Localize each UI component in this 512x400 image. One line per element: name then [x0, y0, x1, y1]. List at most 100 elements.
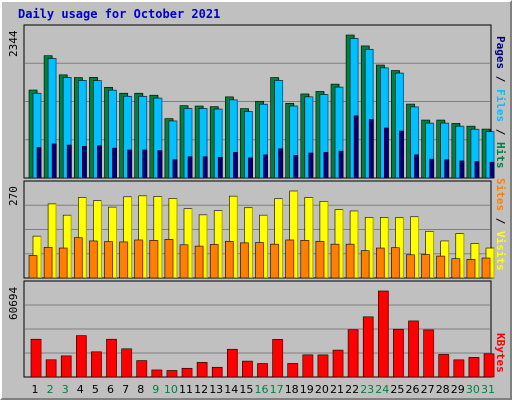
bar-kbytes-day-8: [136, 360, 147, 378]
bar-sites-day-2: [43, 247, 53, 279]
bar-sites-day-5: [89, 240, 98, 279]
bar-sites-day-3: [58, 247, 68, 279]
bar-sites-day-17: [270, 243, 279, 279]
legend-separator: /: [494, 122, 507, 142]
bar-pages-day-17: [278, 148, 283, 179]
bar-pages-day-25: [399, 130, 404, 179]
bar-sites-day-15: [240, 242, 249, 279]
bar-sites-day-18: [285, 239, 295, 279]
bar-sites-day-21: [330, 243, 340, 279]
bar-sites-day-19: [300, 240, 310, 279]
bar-pages-day-26: [414, 154, 419, 179]
x-tick-day-14: 14: [224, 383, 239, 396]
x-tick-day-21: 21: [330, 383, 344, 396]
bar-kbytes-day-11: [181, 367, 193, 378]
bar-sites-day-16: [255, 242, 264, 279]
bar-kbytes-day-23: [362, 316, 374, 378]
x-tick-day-15: 15: [239, 383, 254, 396]
bar-pages-day-23: [368, 119, 374, 179]
x-tick-day-1: 1: [31, 383, 39, 396]
bar-pages-day-19: [308, 152, 314, 179]
bar-pages-day-24: [383, 127, 389, 179]
bar-sites-day-4: [74, 237, 83, 279]
bar-sites-day-12: [194, 245, 204, 279]
x-tick-day-9: 9: [152, 383, 160, 396]
bar-sites-day-30: [466, 259, 476, 279]
bar-kbytes-day-6: [106, 338, 117, 378]
x-tick-day-19: 19: [299, 383, 314, 396]
bar-pages-day-28: [444, 159, 450, 179]
bar-pages-day-16: [263, 154, 268, 179]
bar-kbytes-day-31: [483, 353, 495, 378]
bar-sites-day-29: [451, 258, 461, 279]
legend-separator: /: [494, 69, 507, 89]
x-tick-day-27: 27: [420, 383, 435, 396]
bar-kbytes-day-3: [60, 355, 72, 378]
x-tick-day-4: 4: [76, 383, 84, 396]
bar-sites-day-13: [209, 244, 219, 279]
x-tick-day-17: 17: [269, 383, 284, 396]
bar-kbytes-day-17: [272, 339, 283, 378]
x-tick-day-2: 2: [46, 383, 54, 396]
x-tick-day-11: 11: [179, 383, 193, 396]
bar-pages-day-20: [323, 152, 329, 179]
bar-kbytes-day-21: [332, 349, 344, 378]
bar-pages-day-18: [293, 155, 299, 179]
x-tick-day-20: 20: [314, 383, 329, 396]
bar-sites-day-25: [391, 247, 400, 279]
bar-pages-day-11: [187, 156, 193, 179]
x-tick-day-18: 18: [284, 383, 299, 396]
bar-kbytes-day-14: [227, 348, 238, 378]
bar-pages-day-8: [142, 149, 147, 179]
bar-pages-day-5: [97, 145, 102, 179]
bar-kbytes-day-1: [30, 338, 42, 378]
bar-sites-day-24: [375, 247, 385, 279]
legend-hits-files-pages: Pages / Files / Hits: [494, 36, 507, 169]
bar-pages-day-4: [82, 145, 87, 179]
legend-item-kbytes: KBytes: [494, 333, 507, 373]
x-tick-day-12: 12: [194, 383, 209, 396]
bar-sites-day-31: [481, 257, 491, 279]
bar-kbytes-day-5: [91, 351, 102, 378]
x-tick-day-13: 13: [209, 383, 224, 396]
bar-sites-day-1: [28, 255, 38, 279]
legend-kbytes: KBytes: [494, 333, 507, 373]
bar-pages-day-30: [474, 161, 480, 179]
bar-sites-day-9: [149, 240, 159, 279]
bar-pages-day-12: [202, 156, 208, 179]
bar-kbytes-day-16: [257, 363, 268, 378]
legend-item-files: Files: [494, 89, 507, 123]
bar-kbytes-day-22: [347, 329, 359, 378]
legend-item-sites: Sites: [494, 178, 507, 212]
y-max-label-kbytes: 60694: [7, 286, 20, 320]
bar-pages-day-22: [353, 115, 359, 179]
bar-sites-day-6: [104, 241, 113, 279]
bar-kbytes-day-25: [393, 328, 404, 378]
bar-kbytes-day-15: [242, 360, 253, 378]
bar-sites-day-28: [436, 255, 446, 279]
bar-pages-day-6: [112, 147, 117, 179]
bar-kbytes-day-9: [151, 369, 163, 378]
bar-pages-day-10: [172, 159, 178, 179]
bar-kbytes-day-28: [438, 354, 450, 378]
legend-separator: /: [494, 211, 507, 231]
bar-sites-day-10: [164, 239, 174, 279]
bar-kbytes-day-2: [45, 359, 57, 378]
bar-pages-day-14: [233, 152, 238, 179]
bar-kbytes-day-13: [211, 366, 223, 378]
bar-sites-day-7: [119, 241, 128, 279]
bar-kbytes-day-27: [423, 329, 434, 378]
x-tick-day-29: 29: [450, 383, 465, 396]
bar-kbytes-day-12: [196, 362, 208, 378]
legend-item-visits: Visits: [494, 231, 507, 271]
x-tick-day-31: 31: [481, 383, 495, 396]
bar-kbytes-day-19: [302, 354, 314, 378]
x-tick-day-7: 7: [122, 383, 130, 396]
x-tick-day-8: 8: [137, 383, 145, 396]
x-tick-day-6: 6: [107, 383, 114, 396]
x-tick-day-22: 22: [345, 383, 360, 396]
bar-kbytes-day-29: [453, 359, 465, 378]
bar-pages-day-21: [338, 150, 344, 179]
bar-sites-day-23: [360, 250, 370, 279]
x-tick-day-23: 23: [360, 383, 375, 396]
